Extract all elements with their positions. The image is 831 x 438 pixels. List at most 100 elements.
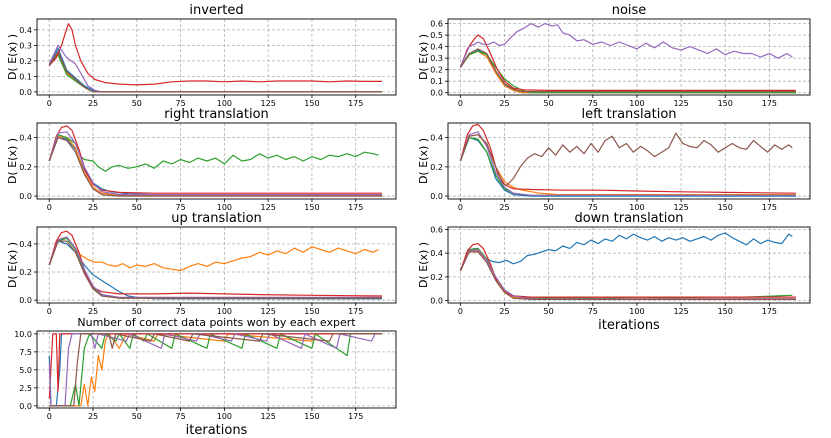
y-axis-label: D( E(x) ) (6, 34, 19, 80)
x-tick-label: 50 (132, 203, 142, 212)
x-tick-label: 150 (304, 412, 319, 421)
chart-panel-5: 0 25 50 75 100 125 150 175 0.0 0.2 0.4 up translati… (6, 211, 397, 316)
axes-frame (36, 18, 397, 96)
series-line-expert-1 (48, 137, 382, 196)
chart-panel-1: 0 25 50 75 100 125 150 175 0.0 0.1 0.2 0.3 0.4 invert… (6, 3, 397, 108)
chart-title: left translation (581, 107, 676, 122)
series-line-expert-3 (459, 247, 793, 299)
x-tick-label: 25 (88, 307, 98, 316)
series-line-expert-6 (459, 132, 793, 187)
y-tick-label: 0.4 (430, 134, 443, 143)
x-tick-label: 0 (47, 412, 52, 421)
x-tick-label: 175 (762, 307, 777, 316)
series-group (459, 232, 796, 300)
x-tick-label: 125 (673, 307, 688, 316)
x-tick-label: 150 (304, 99, 319, 108)
series-line-expert-1 (48, 47, 382, 93)
x-tick-label: 125 (261, 412, 276, 421)
series-group (459, 123, 796, 197)
x-tick-label: 50 (132, 307, 142, 316)
series-line-expert-5 (459, 131, 796, 196)
x-tick-label: 0 (47, 99, 52, 108)
x-tick-label: 25 (88, 412, 98, 421)
x-tick-label: 100 (217, 99, 232, 108)
y-tick-label: 0.2 (430, 66, 443, 75)
x-tick-label: 75 (176, 307, 186, 316)
x-tick-label: 175 (762, 203, 777, 212)
y-tick-label: 0.3 (19, 41, 32, 50)
chart-panel-7: 0 25 50 75 100 125 150 175 0.0 2.5 5.0 7.5 10.0 Numbe… (14, 316, 397, 438)
y-tick-label: 0.6 (430, 20, 443, 29)
x-tick-label: 100 (629, 307, 644, 316)
y-tick-label: 0.2 (19, 57, 32, 66)
x-tick-label: 50 (132, 412, 142, 421)
x-tick-label: 100 (217, 412, 232, 421)
x-tick-label: 150 (304, 203, 319, 212)
x-tick-label: 75 (588, 307, 598, 316)
x-tick-label: 175 (348, 412, 363, 421)
series-line-expert-5 (48, 131, 382, 196)
x-tick-label: 100 (217, 203, 232, 212)
x-tick-label: 50 (132, 99, 142, 108)
series-line-expert-5 (48, 236, 382, 298)
series-line-expert-4 (459, 123, 796, 194)
y-tick-label: 0.0 (19, 296, 32, 305)
y-tick-label: 0.2 (430, 163, 443, 172)
x-tick-label: 125 (261, 203, 276, 212)
y-tick-label: 0.2 (19, 268, 32, 277)
axes-frame (36, 226, 397, 304)
y-tick-label: 0.0 (19, 192, 32, 201)
axes-frame (447, 122, 811, 200)
y-tick-label: 0.2 (430, 273, 443, 282)
chart-title: inverted (189, 3, 243, 18)
x-tick-label: 150 (304, 307, 319, 316)
y-tick-label: 0.4 (430, 249, 443, 258)
y-tick-label: 0.0 (19, 402, 32, 411)
y-tick-label: 0.0 (19, 88, 32, 97)
series-group (459, 23, 796, 94)
chart-title: right translation (164, 107, 269, 122)
series-line-expert-5 (48, 44, 382, 93)
axes-frame (447, 18, 811, 96)
chart-panel-6: 0 25 50 75 100 125 150 175 0.0 0.2 0.4 0.6 down tran… (417, 211, 811, 333)
y-axis-label: D( E(x) ) (417, 34, 430, 80)
y-axis-label: D( E(x) ) (6, 242, 19, 288)
y-tick-label: 0.4 (19, 26, 32, 35)
chart-title: Number of correct data points won by eac… (77, 316, 356, 329)
series-line-expert-4 (48, 125, 382, 194)
series-line-expert-3 (48, 54, 382, 93)
series-line-expert-4 (48, 230, 383, 297)
x-tick-label: 175 (348, 203, 363, 212)
x-tick-label: 25 (499, 307, 509, 316)
chart-title: up translation (171, 211, 262, 226)
x-tick-label: 75 (176, 203, 186, 212)
y-tick-label: 5.0 (19, 366, 32, 375)
x-tick-label: 0 (458, 307, 463, 316)
x-tick-label: 25 (88, 99, 98, 108)
y-tick-label: 0.0 (430, 297, 443, 306)
x-tick-label: 150 (718, 203, 733, 212)
series-line-expert-1 (459, 232, 793, 272)
x-tick-label: 150 (718, 99, 733, 108)
x-tick-label: 150 (718, 307, 733, 316)
x-tick-label: 50 (544, 203, 554, 212)
x-tick-label: 25 (499, 203, 509, 212)
y-tick-label: 0.4 (19, 240, 32, 249)
series-line-expert-6 (48, 50, 382, 93)
series-group (48, 23, 382, 93)
y-axis-label: D( E(x) ) (417, 138, 430, 184)
x-tick-label: 0 (47, 307, 52, 316)
chart-panel-3: 0 25 50 75 100 125 150 175 0.0 0.2 0.4 right transl… (6, 107, 397, 212)
series-line-expert-5 (459, 23, 793, 68)
x-tick-label: 125 (673, 99, 688, 108)
x-tick-label: 0 (458, 99, 463, 108)
y-tick-label: 0.3 (430, 54, 443, 63)
y-tick-label: 0.1 (19, 72, 32, 81)
x-tick-label: 125 (261, 99, 276, 108)
series-line-expert-6 (459, 251, 796, 300)
series-line-expert-3 (48, 237, 382, 299)
chart-title: down translation (574, 211, 683, 226)
x-tick-label: 50 (544, 307, 554, 316)
y-tick-label: 0.0 (430, 89, 443, 98)
